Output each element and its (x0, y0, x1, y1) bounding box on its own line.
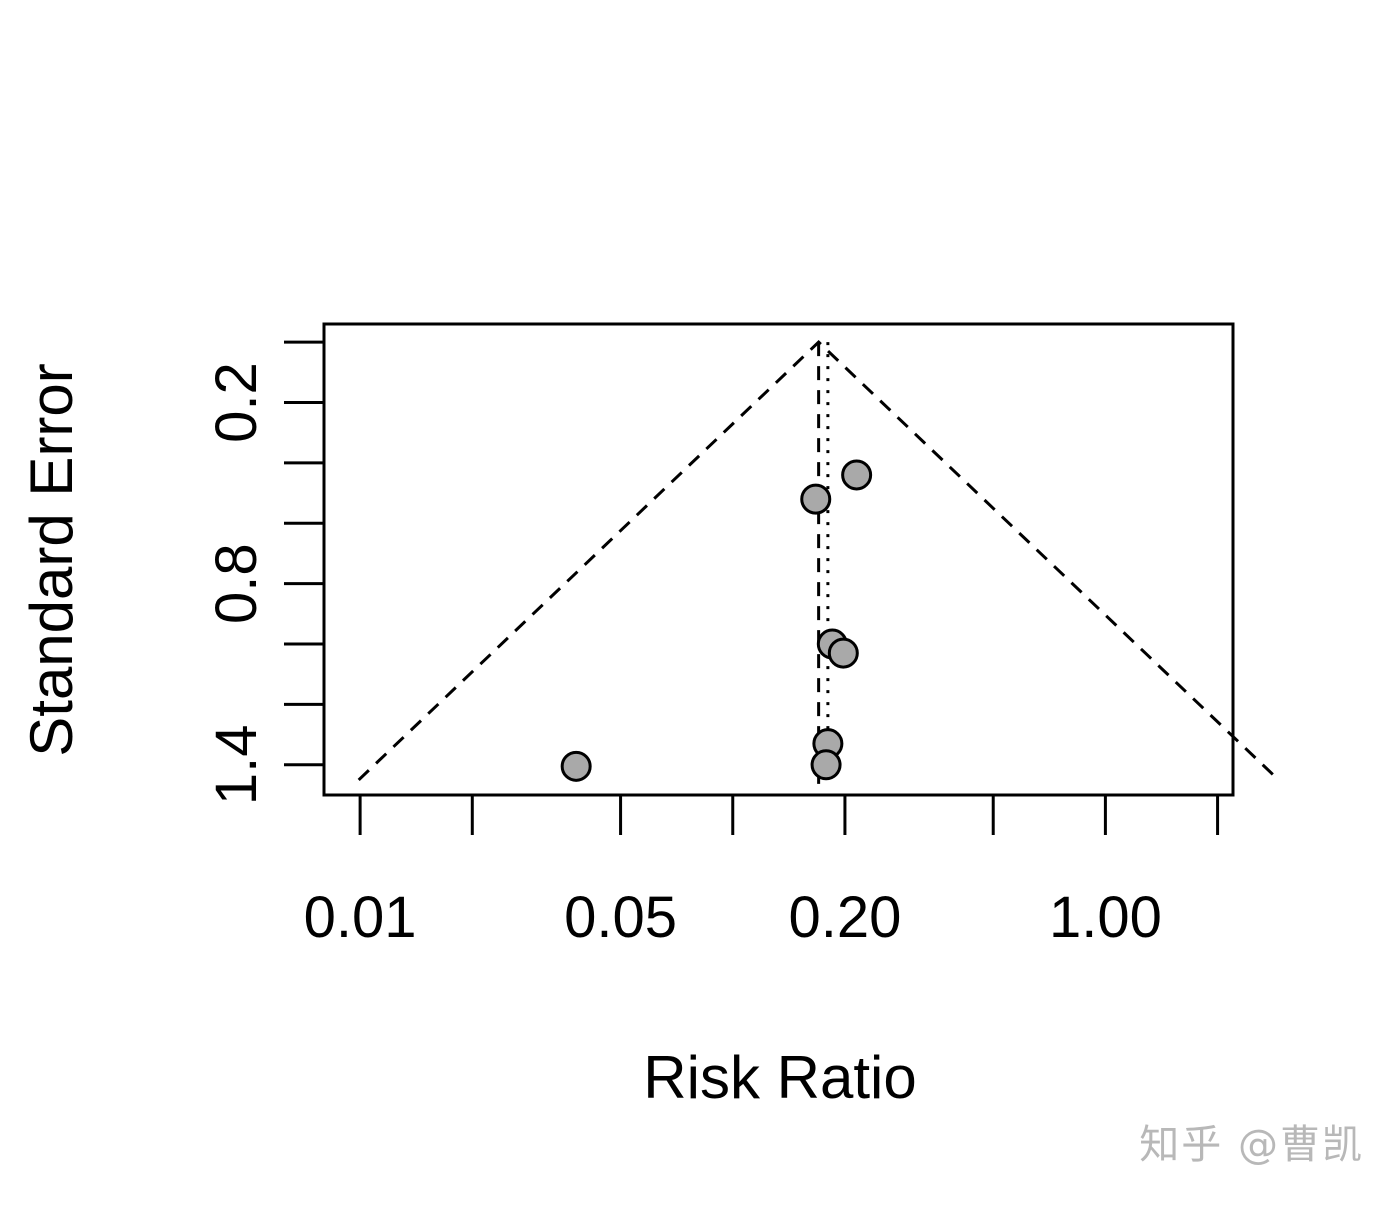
watermark: 知乎 @曹凯 (1139, 1122, 1364, 1168)
study-point (827, 637, 859, 669)
study-point (560, 750, 592, 782)
x-tick-label: 0.01 (304, 885, 417, 950)
x-tick-label: 1.00 (1049, 885, 1162, 950)
x-axis-title: Risk Ratio (643, 1044, 916, 1111)
x-tick-label: 0.05 (564, 885, 677, 950)
study-point (810, 749, 842, 781)
study-point (800, 483, 832, 515)
x-tick-label: 0.20 (788, 885, 901, 950)
y-tick-label: 1.4 (204, 724, 269, 805)
study-point (841, 459, 873, 491)
y-axis-title: Standard Error (18, 363, 85, 757)
plot-frame (322, 322, 1235, 797)
y-tick-label: 0.8 (204, 543, 269, 624)
y-tick-label: 0.2 (204, 362, 269, 443)
